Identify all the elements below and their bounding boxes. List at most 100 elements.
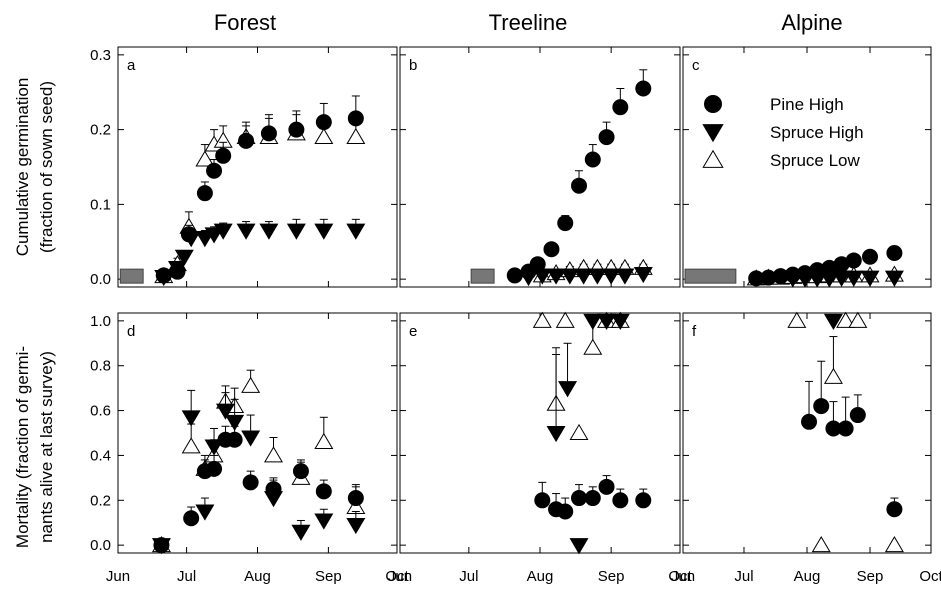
data-point (598, 478, 615, 495)
data-point (610, 313, 630, 331)
data-point (615, 268, 635, 285)
panel-e: Jun Jul Aug Sep Oct e (388, 311, 692, 585)
x-tick-label: Aug (527, 568, 554, 585)
data-point (236, 223, 256, 240)
y-tick-label: 0.3 (90, 47, 111, 64)
x-tick-label: Sep (598, 568, 625, 585)
y-axis-label-mortality-line1: Mortality (fraction of germi- (13, 346, 32, 548)
y-tick-label: 0.6 (90, 403, 111, 420)
panel-f: Jun Jul Aug Sep Oct f (671, 311, 941, 585)
data-point (346, 223, 366, 240)
data-point (546, 268, 566, 285)
y-tick-label: 0.0 (90, 537, 111, 554)
data-point (314, 432, 334, 449)
series-pine-high (748, 244, 903, 287)
series-pine-high (506, 69, 652, 284)
series-spruce-high (151, 389, 366, 555)
data-point (823, 313, 843, 331)
data-point (569, 423, 589, 440)
data-point (174, 249, 194, 266)
data-point (155, 267, 172, 284)
data-point (558, 381, 578, 398)
data-point (635, 80, 652, 97)
legend: Pine High Spruce High Spruce Low (702, 95, 864, 170)
x-tick-label: Sep (857, 568, 884, 585)
data-point (196, 185, 213, 202)
data-point (583, 338, 603, 355)
data-point (215, 147, 232, 164)
data-point (560, 268, 580, 285)
data-point (204, 439, 224, 456)
data-point (181, 410, 201, 427)
data-point (259, 223, 279, 240)
y-tick-label: 0.4 (90, 447, 111, 464)
data-point (557, 215, 574, 232)
data-point (314, 513, 334, 530)
y-tick-label: 1.0 (90, 313, 111, 330)
y-tick-label: 0.2 (90, 492, 111, 509)
data-point (584, 151, 601, 168)
data-point (598, 129, 615, 146)
data-point (195, 504, 215, 521)
data-point (811, 535, 831, 553)
data-point (169, 263, 186, 280)
series-spruce-high (546, 313, 630, 555)
legend-label: Pine High (770, 95, 844, 114)
data-point (529, 256, 546, 273)
x-tick-label: Oct (668, 568, 692, 585)
data-point (241, 376, 261, 393)
data-point (226, 431, 243, 448)
x-tick-label: Oct (919, 568, 941, 585)
data-point (836, 311, 856, 328)
data-point (844, 270, 864, 287)
data-point (346, 517, 366, 535)
data-point (813, 398, 830, 415)
series-spruce-high (519, 266, 653, 287)
panel-b: b (399, 46, 681, 288)
x-tick-label: Jun (106, 568, 130, 585)
data-point (225, 414, 245, 431)
data-point (286, 223, 306, 240)
x-tick-label: Aug (794, 568, 821, 585)
data-point (597, 313, 617, 331)
data-point (557, 503, 574, 520)
data-point (153, 537, 170, 554)
x-tick-label: Jul (177, 568, 196, 585)
column-title-treeline: Treeline (489, 10, 568, 35)
data-point (506, 267, 523, 284)
data-point (314, 127, 334, 145)
y-axis-label-germination-line1: Cumulative germination (13, 78, 32, 257)
data-point (241, 430, 261, 447)
data-point (291, 524, 311, 541)
panel-letter: e (409, 323, 417, 340)
data-point (543, 241, 560, 258)
x-tick-label: Oct (385, 568, 409, 585)
legend-label: Spruce Low (770, 151, 860, 170)
data-point (584, 490, 601, 507)
data-point (555, 311, 575, 328)
column-title-alpine: Alpine (781, 10, 842, 35)
y-tick-label: 0.1 (90, 196, 111, 213)
series-pine-high (801, 360, 903, 518)
data-point (886, 501, 903, 518)
data-point (206, 162, 223, 179)
data-point (862, 248, 879, 265)
data-point (213, 223, 233, 240)
data-point (181, 437, 201, 454)
panel-frame (117, 46, 398, 288)
plot-area: 0.0 0.1 0.2 0.3 a b c Pine High Spruce High Spruc… (90, 46, 941, 585)
data-point (845, 252, 862, 269)
legend-marker (702, 124, 724, 143)
data-point (195, 150, 215, 167)
panel-letter: f (692, 323, 697, 340)
x-tick-label: Aug (244, 568, 271, 585)
series-spruce-high (154, 218, 366, 287)
series-spruce-low (787, 311, 904, 553)
data-point (314, 223, 334, 240)
data-point (612, 492, 629, 509)
x-tick-label: Jul (459, 568, 478, 585)
data-point (346, 127, 366, 145)
data-point (265, 481, 282, 498)
data-point (569, 538, 589, 555)
